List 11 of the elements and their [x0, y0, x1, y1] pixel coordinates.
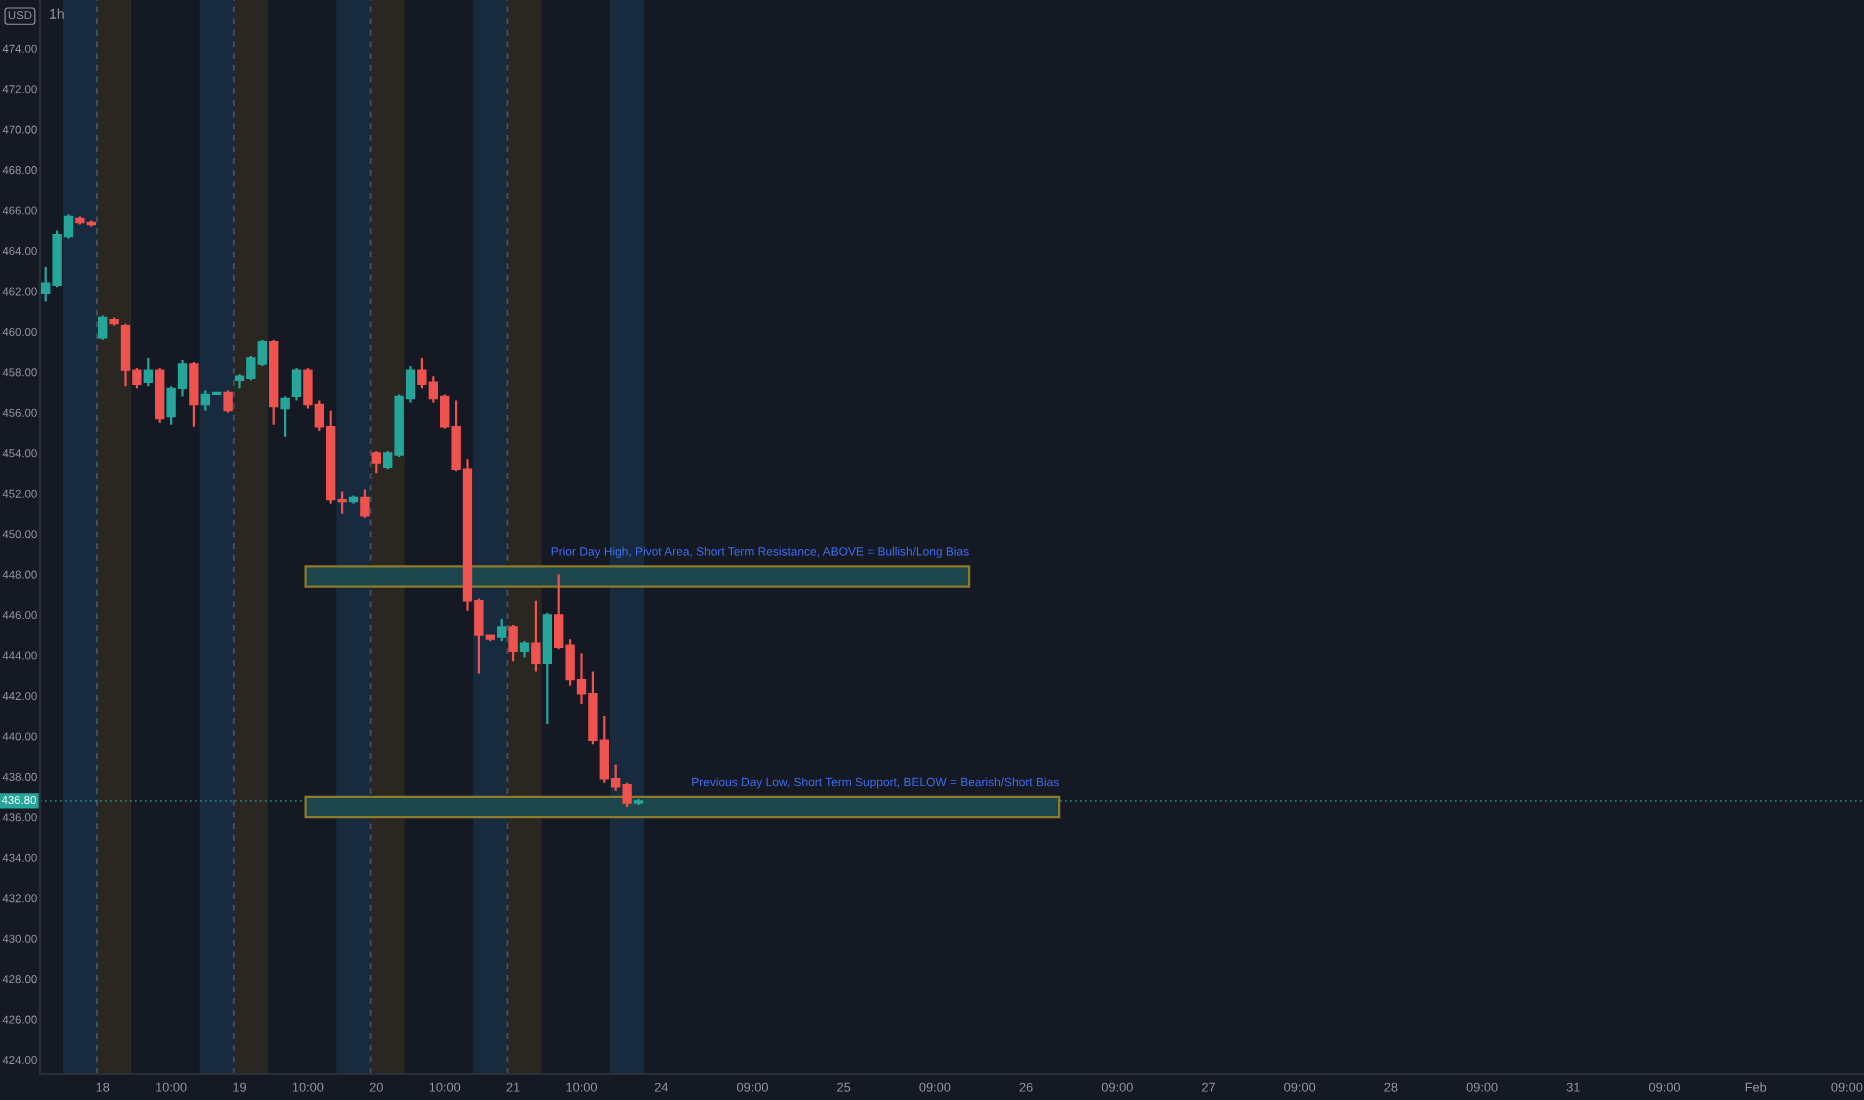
- candlestick: [291, 367, 302, 402]
- candlestick: [497, 617, 507, 643]
- candlestick: [143, 356, 153, 388]
- candlestick: [360, 488, 370, 519]
- candlestick: [371, 449, 381, 475]
- candlestick: [223, 389, 233, 414]
- candlestick: [280, 395, 290, 438]
- candlestick: [98, 314, 108, 341]
- candlestick: [531, 599, 541, 673]
- candlestick: [189, 360, 199, 428]
- candlestick: [508, 623, 518, 663]
